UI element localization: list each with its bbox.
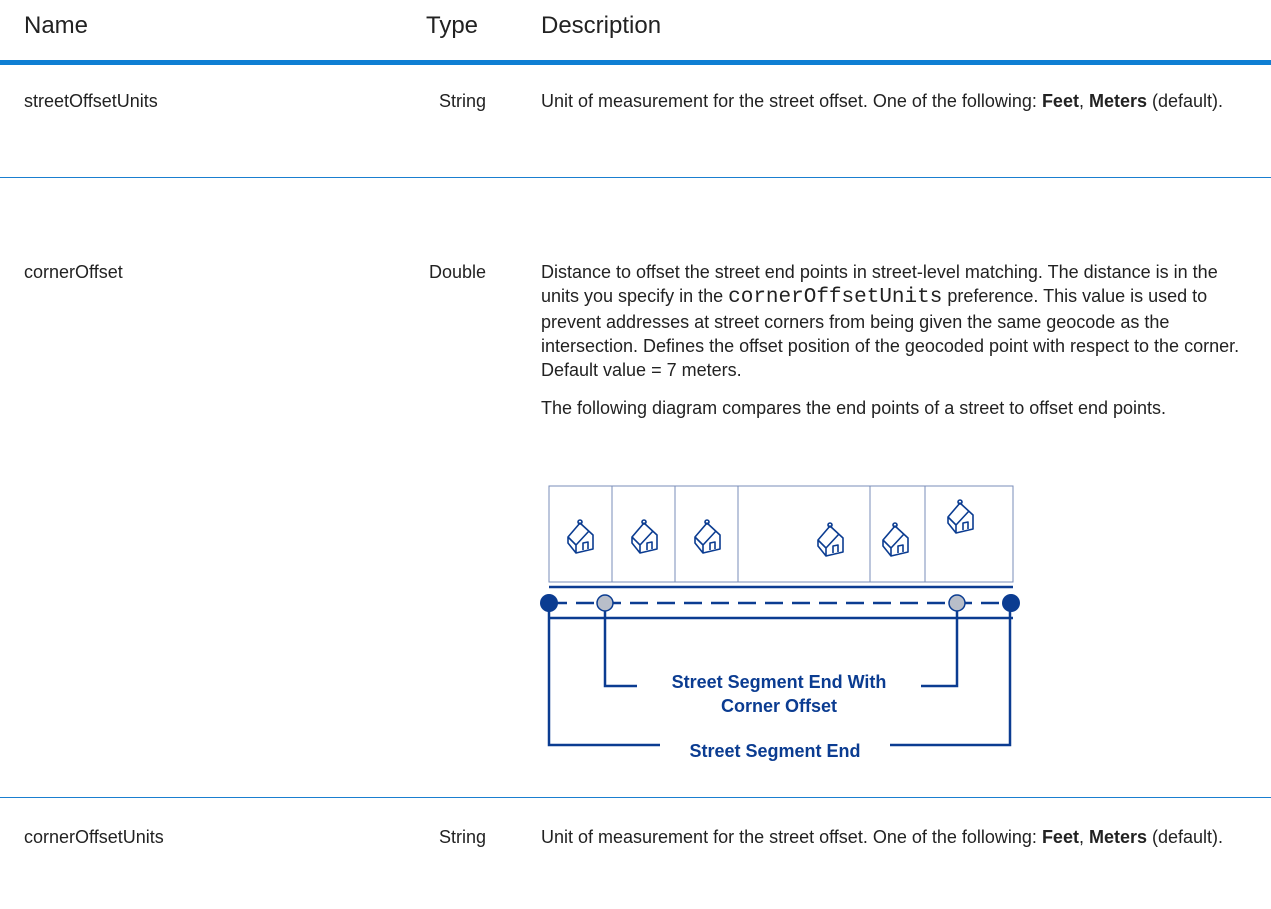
diagram-label: Street Segment End (689, 741, 860, 761)
text: Distance to offset the street end points… (541, 262, 1218, 306)
text: (default). (1147, 91, 1224, 111)
text: , (1078, 91, 1089, 111)
diagram-label: Street Segment End With (672, 672, 887, 692)
row-rule (0, 177, 1271, 178)
paragraph: Distance to offset the street end points… (541, 260, 1253, 382)
text: Meters (1088, 827, 1147, 847)
row-type: String (438, 91, 486, 111)
header-type: Type (426, 12, 479, 39)
text: Meters (1088, 91, 1147, 111)
row-type: Double (428, 262, 486, 282)
text: preference. This value is used to preven… (541, 286, 1240, 380)
paragraph: Unit of measurement for the street offse… (541, 89, 1253, 113)
text: Unit of measurement for the street offse… (541, 91, 1042, 111)
header-rule (0, 60, 1271, 65)
row-description: Unit of measurement for the street offse… (541, 89, 1253, 127)
text: Feet (1041, 91, 1079, 111)
text: Unit of measurement for the street offse… (541, 827, 1042, 847)
text: The following diagram compares the end p… (541, 398, 1167, 418)
row-rule (0, 797, 1271, 798)
row-name: cornerOffsetUnits (24, 827, 164, 847)
header-description: Description (541, 12, 662, 39)
row-name: streetOffsetUnits (24, 91, 158, 111)
diagram-label: Corner Offset (721, 696, 837, 716)
code: cornerOffsetUnits (728, 286, 943, 309)
row-description: Distance to offset the street end points… (541, 260, 1253, 434)
text: (default). (1147, 827, 1224, 847)
paragraph: The following diagram compares the end p… (541, 396, 1253, 420)
diagram: Street Segment End With Corner Offset St… (540, 485, 1020, 761)
text: , (1078, 827, 1089, 847)
header-name: Name (24, 12, 89, 39)
row-name: cornerOffset (24, 262, 123, 282)
text: Feet (1041, 827, 1079, 847)
paragraph: Unit of measurement for the street offse… (541, 825, 1253, 849)
row-description: Unit of measurement for the street offse… (541, 825, 1253, 863)
row-type: String (438, 827, 486, 847)
